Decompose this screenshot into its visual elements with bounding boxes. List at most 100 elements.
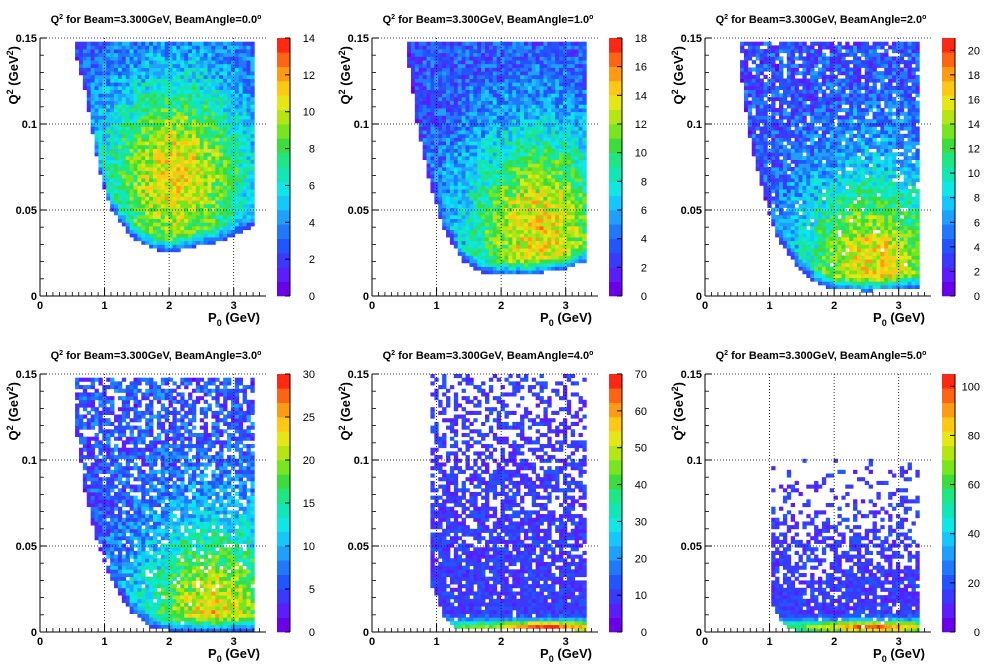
heatmap-cell xyxy=(164,71,169,76)
heatmap-cell xyxy=(531,74,537,79)
heatmap-cell xyxy=(449,119,455,124)
heatmap-cell xyxy=(520,167,525,172)
heatmap-cell xyxy=(449,56,455,61)
heatmap-cell xyxy=(230,159,236,164)
heatmap-cell xyxy=(156,211,162,216)
heatmap-cell xyxy=(485,225,490,231)
heatmap-cell xyxy=(512,244,517,249)
heatmap-cell xyxy=(551,159,556,164)
heatmap-cell xyxy=(137,159,142,164)
heatmap-cell xyxy=(141,237,146,242)
heatmap-cell xyxy=(121,96,127,102)
heatmap-cell xyxy=(582,225,587,231)
heatmap-cell xyxy=(477,130,482,135)
heatmap-cell xyxy=(422,115,427,120)
heatmap-cell xyxy=(422,96,427,102)
heatmap-cell xyxy=(496,240,501,245)
heatmap-cell xyxy=(500,82,505,87)
heatmap-cell xyxy=(551,222,556,227)
heatmap-cell xyxy=(164,49,169,54)
heatmap-cell xyxy=(129,222,134,227)
heatmap-cell xyxy=(227,141,232,146)
heatmap-cell xyxy=(570,122,576,127)
heatmap-cell xyxy=(430,82,435,87)
heatmap-cell xyxy=(172,126,177,131)
heatmap-cell xyxy=(547,115,552,120)
heatmap-cell xyxy=(141,67,146,72)
heatmap-cell xyxy=(469,155,474,161)
heatmap-cell xyxy=(125,196,131,201)
heatmap-cell xyxy=(176,248,181,253)
heatmap-cell xyxy=(211,119,216,124)
heatmap-cell xyxy=(180,163,185,168)
heatmap-cell xyxy=(153,93,158,98)
heatmap-cell xyxy=(160,200,166,205)
heatmap-cell xyxy=(188,100,193,105)
heatmap-cell xyxy=(488,270,494,275)
heatmap-cell xyxy=(457,196,463,201)
heatmap-cell xyxy=(188,49,193,54)
heatmap-cell xyxy=(512,248,517,253)
heatmap-cell xyxy=(211,237,216,242)
heatmap-cell xyxy=(203,218,208,223)
heatmap-cell xyxy=(512,185,517,190)
heatmap-cell xyxy=(90,93,95,98)
heatmap-cell xyxy=(469,259,474,264)
heatmap-cell xyxy=(230,52,236,57)
heatmap-cell xyxy=(191,141,197,146)
heatmap-cell xyxy=(477,45,482,50)
heatmap-cell xyxy=(145,167,150,172)
heatmap-cell xyxy=(223,85,228,90)
heatmap-cell xyxy=(98,41,103,46)
heatmap-cell xyxy=(94,144,99,149)
heatmap-cell xyxy=(250,108,255,113)
heatmap-cell xyxy=(199,148,205,153)
heatmap-cell xyxy=(442,152,447,157)
heatmap-cell xyxy=(457,137,463,142)
heatmap-cell xyxy=(449,141,455,146)
heatmap-cell xyxy=(523,41,529,46)
heatmap-cell xyxy=(418,85,424,90)
heatmap-cell xyxy=(539,259,544,264)
heatmap-cell xyxy=(473,225,478,231)
heatmap-cell xyxy=(156,71,162,76)
heatmap-cell xyxy=(184,155,189,161)
heatmap-cell xyxy=(121,104,127,109)
heatmap-cell xyxy=(481,67,486,72)
heatmap-cell xyxy=(481,104,486,109)
heatmap-cell xyxy=(246,60,251,65)
heatmap-cell xyxy=(523,189,529,194)
heatmap-cell xyxy=(145,82,150,87)
y-tick-label: 0 xyxy=(31,291,37,303)
heatmap-cell xyxy=(234,60,240,65)
heatmap-cell xyxy=(465,96,470,102)
heatmap-cell xyxy=(141,185,146,190)
heatmap-cell xyxy=(137,93,142,98)
heatmap-cell xyxy=(207,111,212,116)
heatmap-cell xyxy=(539,163,544,168)
heatmap-cell xyxy=(492,248,498,253)
heatmap-cell xyxy=(496,104,501,109)
heatmap-cell xyxy=(566,111,572,116)
heatmap-cell xyxy=(164,240,169,245)
heatmap-cell xyxy=(207,82,212,87)
heatmap-cell xyxy=(176,229,181,234)
heatmap-cell xyxy=(250,141,255,146)
heatmap-cell xyxy=(98,60,103,65)
heatmap-cell xyxy=(531,155,537,161)
color-bar-segment xyxy=(609,81,622,96)
heatmap-cell xyxy=(125,71,131,76)
heatmap-cell xyxy=(473,251,478,256)
heatmap-cell xyxy=(461,237,466,242)
heatmap-cells xyxy=(407,41,587,275)
color-bar-segment xyxy=(277,95,290,110)
heatmap-cell xyxy=(566,248,572,253)
heatmap-cell xyxy=(496,163,501,168)
heatmap-cell xyxy=(488,255,494,260)
heatmap-cell xyxy=(488,211,494,216)
heatmap-cell xyxy=(543,211,548,216)
heatmap-cell xyxy=(485,115,490,120)
heatmap-cell xyxy=(469,152,474,157)
heatmap-cell xyxy=(446,100,451,105)
